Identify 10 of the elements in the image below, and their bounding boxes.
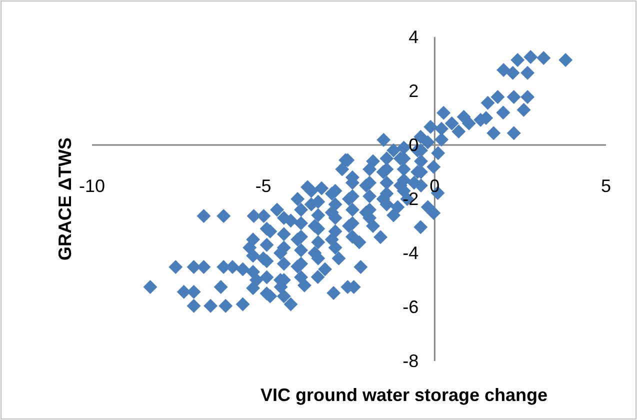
x-tick-label: -5 <box>255 176 272 196</box>
y-tick-label: 4 <box>408 27 419 47</box>
x-axis-title: VIC ground water storage change <box>260 385 548 405</box>
y-tick-label: -8 <box>402 351 419 371</box>
x-tick-label: 5 <box>600 176 612 196</box>
y-tick-label: 2 <box>408 81 419 101</box>
x-tick-label: -10 <box>78 176 106 196</box>
y-tick-label: -4 <box>402 243 419 263</box>
y-axis-title: GRACE ΔTWS <box>55 138 75 260</box>
y-tick-label: -6 <box>402 297 419 317</box>
